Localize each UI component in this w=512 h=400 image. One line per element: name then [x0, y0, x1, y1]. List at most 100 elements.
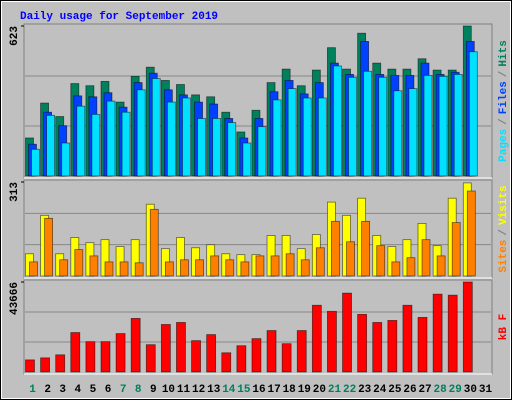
bar [149, 208, 159, 277]
x-tick-label: 9 [150, 384, 157, 396]
legend-separator: / [498, 229, 510, 236]
bar [357, 313, 368, 373]
bar [151, 78, 161, 177]
bar [376, 245, 386, 277]
bar [59, 259, 69, 277]
bar [44, 217, 53, 277]
bar [255, 255, 265, 277]
x-tick-label: 26 [403, 384, 416, 396]
x-tick-label: 7 [120, 384, 127, 396]
bar [100, 341, 111, 373]
bar [91, 113, 101, 177]
bar [180, 259, 189, 277]
bar [145, 344, 156, 373]
bar [104, 261, 114, 277]
bar [402, 304, 413, 373]
bar [210, 255, 220, 277]
x-tick-label: 20 [313, 384, 326, 396]
x-tick-label: 4 [75, 384, 82, 396]
bar [191, 340, 201, 373]
legend-separator: / [498, 70, 510, 77]
x-tick-label: 6 [105, 384, 112, 396]
legend-entry: Hits [498, 40, 510, 66]
bar [361, 220, 371, 277]
x-tick-label: 29 [449, 384, 462, 396]
bar [240, 261, 250, 277]
x-tick-label: 31 [479, 384, 493, 396]
bar [436, 255, 446, 277]
bar [176, 322, 186, 373]
bar [432, 293, 443, 373]
x-tick-label: 16 [252, 384, 265, 396]
bar [462, 281, 473, 373]
x-tick-label: 15 [237, 384, 251, 396]
x-tick-label: 1 [29, 384, 36, 396]
bar [417, 316, 428, 373]
legend: Sites / Visits [498, 185, 510, 272]
bar [466, 190, 476, 277]
legend-entry: Pages [498, 129, 510, 162]
x-tick-label: 30 [464, 384, 477, 396]
bar [164, 261, 174, 277]
bar [166, 101, 176, 177]
bar [453, 73, 463, 177]
bar [311, 304, 322, 373]
bar [212, 118, 222, 177]
legend-entry: Visits [498, 185, 510, 225]
y-tick-label: 43666 [9, 282, 21, 315]
bar [136, 89, 146, 177]
x-tick-label: 24 [373, 384, 387, 396]
bar [372, 322, 383, 373]
x-tick-label: 5 [90, 384, 97, 396]
bar [115, 333, 126, 373]
x-tick-label: 22 [343, 384, 356, 396]
bar [61, 142, 71, 177]
bar [251, 338, 262, 373]
x-tick-label: 27 [418, 384, 431, 396]
x-tick-label: 23 [358, 384, 372, 396]
x-tick-label: 19 [298, 384, 311, 396]
bar [130, 318, 141, 373]
bar [447, 294, 458, 373]
legend: Pages / Files / Hits [498, 40, 510, 162]
bar [197, 118, 206, 177]
x-tick-label: 11 [177, 384, 191, 396]
bar [46, 114, 55, 177]
bar [296, 330, 307, 373]
x-tick-label: 18 [283, 384, 297, 396]
bar [257, 126, 267, 177]
bar [421, 239, 431, 277]
bar [85, 341, 96, 373]
bar [272, 99, 282, 177]
legend-entry: kB F [498, 314, 510, 340]
bar [302, 97, 312, 177]
bar [270, 255, 280, 277]
y-tick-label: 313 [9, 182, 21, 202]
bar [76, 105, 86, 177]
bar [227, 122, 237, 177]
x-tick-label: 17 [267, 384, 280, 396]
bar [408, 88, 418, 177]
bar [346, 241, 355, 277]
x-tick-label: 3 [59, 384, 66, 396]
x-tick-label: 12 [192, 384, 205, 396]
bar [317, 97, 327, 177]
bar [55, 354, 66, 373]
legend-entry: Files [498, 81, 510, 114]
bar [106, 100, 116, 177]
bar [315, 247, 325, 277]
bar [391, 261, 401, 277]
legend: kB F [498, 314, 510, 340]
bar [89, 255, 99, 277]
x-tick-label: 21 [328, 384, 342, 396]
bar [333, 65, 342, 177]
bar [182, 97, 191, 177]
x-tick-label: 25 [388, 384, 402, 396]
x-tick-label: 2 [44, 384, 51, 396]
bar [225, 259, 235, 277]
bar [327, 310, 337, 373]
bar [266, 330, 277, 373]
bar [31, 148, 40, 177]
bar [423, 74, 433, 177]
